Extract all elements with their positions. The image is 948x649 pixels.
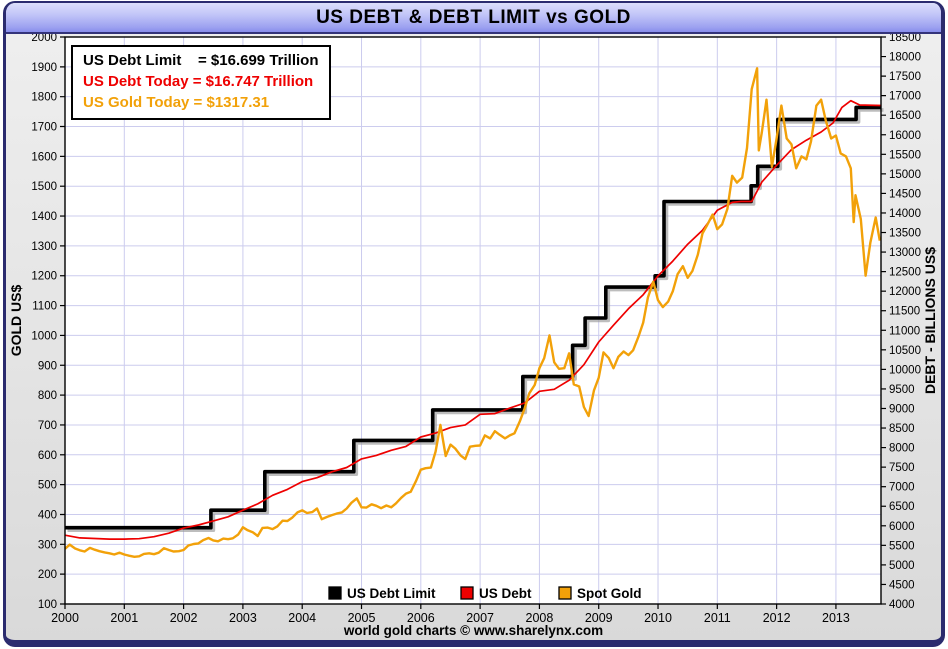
svg-text:14500: 14500 <box>889 188 921 200</box>
legend-swatch-0 <box>328 586 342 600</box>
svg-text:2010: 2010 <box>644 611 672 625</box>
svg-text:2001: 2001 <box>110 611 138 625</box>
svg-text:2002: 2002 <box>170 611 198 625</box>
right-axis-title: DEBT - BILLIONS US$ <box>922 247 938 394</box>
legend-swatch-1 <box>460 586 474 600</box>
x-axis: 2000 2001 2002 2003 2004 2005 2006 2007 2008 2009… <box>51 604 850 625</box>
svg-text:200: 200 <box>38 569 57 581</box>
series-spot-gold <box>64 67 881 558</box>
legend-label-0: US Debt Limit <box>347 586 436 601</box>
svg-text:100: 100 <box>38 599 57 611</box>
svg-text:2003: 2003 <box>229 611 257 625</box>
svg-text:4000: 4000 <box>889 599 915 611</box>
svg-text:9500: 9500 <box>889 384 915 396</box>
svg-text:10000: 10000 <box>889 364 921 376</box>
svg-text:2000: 2000 <box>51 611 79 625</box>
svg-text:4500: 4500 <box>889 579 915 591</box>
svg-text:15500: 15500 <box>889 149 921 161</box>
svg-text:500: 500 <box>38 480 57 492</box>
gridlines <box>65 37 881 604</box>
plot-area <box>65 37 881 604</box>
svg-text:900: 900 <box>38 360 57 372</box>
legend-label-2: Spot Gold <box>577 586 642 601</box>
svg-text:17500: 17500 <box>889 71 921 83</box>
svg-text:16500: 16500 <box>889 110 921 122</box>
svg-text:6000: 6000 <box>889 521 915 533</box>
svg-text:11000: 11000 <box>889 325 920 337</box>
svg-text:2007: 2007 <box>466 611 494 625</box>
svg-text:11500: 11500 <box>889 306 920 318</box>
svg-text:5000: 5000 <box>889 560 915 572</box>
svg-text:600: 600 <box>38 450 57 462</box>
series-us-debt-limit <box>65 105 881 530</box>
svg-text:1200: 1200 <box>31 271 57 283</box>
svg-text:14000: 14000 <box>889 208 921 220</box>
svg-text:8000: 8000 <box>889 443 915 455</box>
svg-text:2008: 2008 <box>526 611 554 625</box>
svg-text:13000: 13000 <box>889 247 921 259</box>
svg-text:2006: 2006 <box>407 611 435 625</box>
svg-text:18000: 18000 <box>889 52 921 64</box>
svg-text:8500: 8500 <box>889 423 915 435</box>
svg-text:2009: 2009 <box>585 611 613 625</box>
svg-text:1100: 1100 <box>32 301 57 313</box>
plot-frame <box>64 36 882 605</box>
svg-text:2013: 2013 <box>822 611 850 625</box>
svg-text:1900: 1900 <box>31 62 57 74</box>
legend-label-1: US Debt <box>479 586 532 601</box>
svg-text:6500: 6500 <box>889 501 915 513</box>
series-legend: US Debt Limit US Debt Spot Gold <box>328 586 642 601</box>
svg-text:17000: 17000 <box>889 91 921 103</box>
svg-text:1600: 1600 <box>31 151 57 163</box>
svg-text:2000: 2000 <box>31 32 57 44</box>
legend-swatch-2 <box>558 586 572 600</box>
svg-text:16000: 16000 <box>889 130 921 142</box>
footer-credit: world gold charts © www.sharelynx.com <box>343 623 604 638</box>
debt-limit-summary: US Debt Limit = $16.699 Trillion <box>83 52 319 69</box>
svg-text:1700: 1700 <box>31 122 57 134</box>
svg-text:18500: 18500 <box>889 32 921 44</box>
right-axis: 4000 4500 5000 5500 6000 6500 7000 7500 8000 8500… <box>881 32 938 611</box>
svg-text:1000: 1000 <box>31 330 57 342</box>
svg-text:5500: 5500 <box>889 540 915 552</box>
left-axis: 100 200 300 400 500 600 700 800 900 1000 1100 1200 1… <box>8 32 65 611</box>
svg-text:7000: 7000 <box>889 482 915 494</box>
svg-text:2004: 2004 <box>288 611 316 625</box>
svg-text:1300: 1300 <box>31 241 57 253</box>
svg-text:700: 700 <box>38 420 57 432</box>
svg-text:300: 300 <box>38 539 57 551</box>
svg-text:12500: 12500 <box>889 267 921 279</box>
svg-text:1800: 1800 <box>31 92 57 104</box>
svg-text:1400: 1400 <box>31 211 57 223</box>
svg-text:7500: 7500 <box>889 462 915 474</box>
svg-text:1500: 1500 <box>31 181 57 193</box>
chart-window: 100 200 300 400 500 600 700 800 900 1000 1100 1200 1… <box>3 1 945 647</box>
svg-text:800: 800 <box>38 390 57 402</box>
series-us-debt-limit-shadow <box>67 108 884 533</box>
left-axis-title: GOLD US$ <box>8 285 24 357</box>
gold-today-summary: US Gold Today = $1317.31 <box>83 94 270 111</box>
summary-legend-box: US Debt Limit = $16.699 Trillion US Debt… <box>71 45 331 120</box>
svg-text:2011: 2011 <box>704 611 731 625</box>
chart-title: US DEBT & DEBT LIMIT vs GOLD <box>316 6 631 28</box>
svg-text:9000: 9000 <box>889 403 915 415</box>
svg-text:15000: 15000 <box>889 169 921 181</box>
svg-text:2005: 2005 <box>348 611 376 625</box>
chart-canvas: 100 200 300 400 500 600 700 800 900 1000 1100 1200 1… <box>8 32 938 625</box>
svg-text:10500: 10500 <box>889 345 921 357</box>
debt-today-summary: US Debt Today = $16.747 Trillion <box>83 73 314 90</box>
svg-text:12000: 12000 <box>889 286 921 298</box>
svg-text:400: 400 <box>38 509 57 521</box>
svg-text:2012: 2012 <box>763 611 791 625</box>
title-bar: US DEBT & DEBT LIMIT vs GOLD <box>6 3 941 34</box>
svg-text:13500: 13500 <box>889 228 921 240</box>
series-us-debt <box>64 99 882 540</box>
